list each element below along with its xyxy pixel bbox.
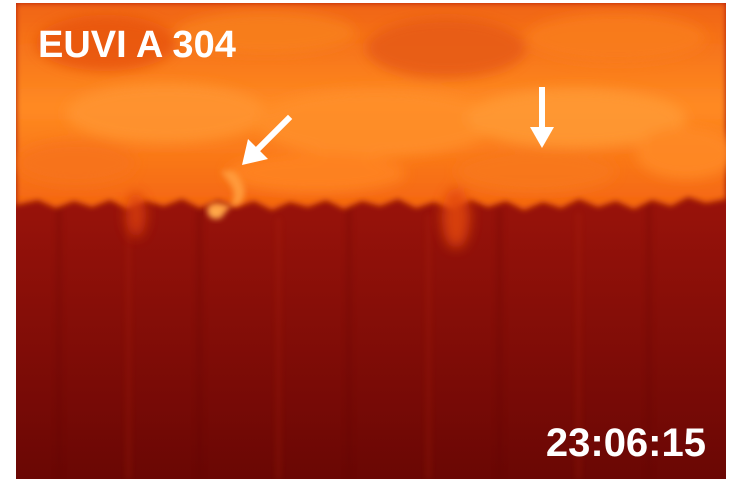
arrow-down-icon	[530, 87, 554, 148]
solar-image-frame: EUVI A 304 23:06:15	[16, 3, 726, 479]
solar-image	[16, 3, 726, 479]
corona-texture	[16, 11, 726, 248]
timestamp-label: 23:06:15	[545, 421, 706, 465]
arrow-diagonal-icon	[242, 114, 293, 165]
disk-striations	[56, 203, 652, 479]
instrument-label: EUVI A 304	[38, 24, 236, 66]
prominence	[206, 171, 245, 219]
